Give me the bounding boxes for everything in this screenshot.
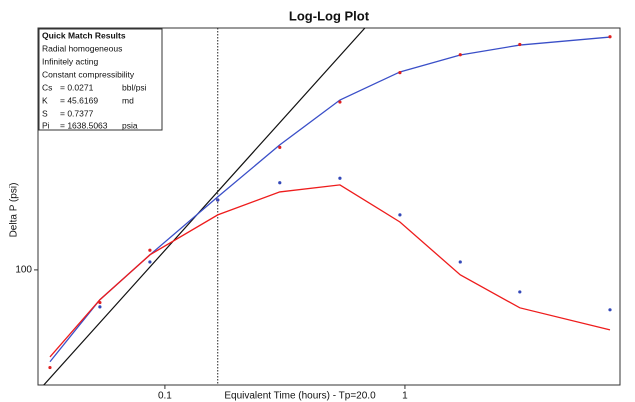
data-point bbox=[98, 305, 102, 309]
chart-title: Log-Log Plot bbox=[289, 8, 370, 23]
data-point bbox=[458, 53, 462, 57]
param-name: Pi bbox=[42, 120, 50, 130]
match-box: Quick Match Results Radial homogeneous I… bbox=[38, 28, 163, 131]
y-tick-label: 100 bbox=[15, 265, 32, 276]
data-point bbox=[98, 300, 102, 305]
x-tick-label: 0.1 bbox=[158, 391, 172, 402]
data-point bbox=[608, 35, 612, 39]
match-line: Infinitely acting bbox=[42, 56, 98, 66]
match-heading: Quick Match Results bbox=[42, 30, 126, 40]
param-name: S bbox=[42, 108, 48, 118]
data-point bbox=[518, 290, 522, 294]
param-name: Cs bbox=[42, 82, 52, 92]
match-box-frame bbox=[38, 28, 163, 131]
data-point bbox=[48, 365, 52, 370]
data-point bbox=[458, 260, 462, 264]
data-point bbox=[148, 260, 152, 264]
y-axis-label: Delta P (psi) bbox=[9, 183, 20, 238]
plot-layer: 0.1 1 100 bbox=[15, 28, 612, 402]
x-axis-label: Equivalent Time (hours) - Tp=20.0 bbox=[224, 391, 376, 402]
param-unit: psia bbox=[122, 120, 138, 130]
data-point bbox=[398, 71, 402, 75]
param-value: = 0.0271 bbox=[60, 82, 94, 92]
param-name: K bbox=[42, 95, 48, 105]
match-line: Radial homogeneous bbox=[42, 43, 122, 53]
data-point bbox=[338, 100, 342, 104]
param-value: = 0.7377 bbox=[60, 108, 94, 118]
data-point bbox=[278, 181, 282, 185]
data-point bbox=[278, 145, 282, 150]
unit-slope-line bbox=[42, 28, 366, 385]
param-value: = 1638.5063 bbox=[60, 120, 108, 130]
series-line bbox=[49, 184, 611, 358]
data-point bbox=[608, 308, 612, 312]
param-unit: bbl/psi bbox=[122, 82, 147, 92]
param-unit: md bbox=[122, 95, 134, 105]
data-point bbox=[338, 176, 342, 180]
data-point bbox=[216, 198, 220, 202]
match-line: Constant compressibility bbox=[42, 69, 135, 79]
data-point bbox=[398, 213, 402, 217]
data-point bbox=[148, 248, 152, 252]
param-value: = 45.6169 bbox=[60, 95, 98, 105]
data-point bbox=[518, 42, 522, 47]
x-tick-label: 1 bbox=[402, 391, 408, 402]
